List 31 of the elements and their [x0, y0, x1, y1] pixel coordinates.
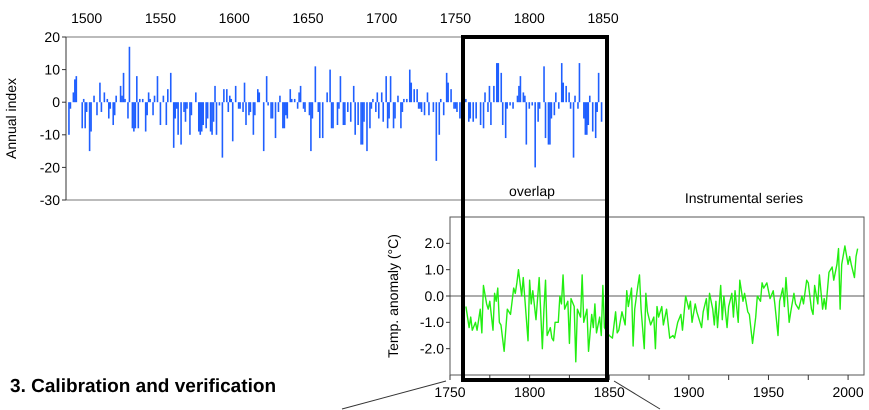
- x-tick-label: 1750: [434, 384, 466, 400]
- y-tick-label: 2.0: [424, 235, 444, 252]
- y-tick-label: 0: [52, 94, 60, 110]
- x-tick-label: 1750: [440, 10, 472, 26]
- y-axis-title: Temp. anomaly (°C): [385, 234, 401, 358]
- x-tick-label: 1650: [292, 10, 324, 26]
- x-tick-label: 1550: [144, 10, 176, 26]
- text: 3. Calibration and verification: [10, 376, 276, 397]
- x-tick-label: 1500: [71, 10, 102, 26]
- x-tick-label: 1700: [366, 10, 398, 26]
- chart-title: Instrumental series: [684, 190, 804, 206]
- y-tick-label: -1.0: [420, 314, 444, 330]
- x-tick-label: 1950: [752, 384, 784, 400]
- y-tick-label: -20: [40, 159, 60, 176]
- y-tick-label: -2.0: [420, 340, 444, 357]
- y-tick-label: 20: [44, 28, 60, 45]
- x-tick-label: 1850: [594, 384, 626, 400]
- y-tick-label: -10: [40, 126, 60, 143]
- y-tick-label: 1.0: [424, 262, 444, 278]
- x-tick-label: 1600: [218, 10, 250, 26]
- x-tick-label: 1850: [587, 10, 619, 26]
- x-tick-label: 1800: [514, 384, 546, 400]
- y-tick-label: 0.0: [424, 288, 444, 304]
- annotation: overlap: [509, 183, 556, 199]
- y-tick-label: -30: [40, 192, 60, 208]
- line-series: [465, 245, 858, 363]
- y-tick-label: 10: [44, 62, 60, 78]
- y-axis-title: Annual index: [3, 78, 19, 159]
- x-tick-label: 1900: [673, 384, 705, 400]
- x-tick-label: 1800: [514, 10, 546, 26]
- x-tick-label: 2000: [832, 384, 864, 400]
